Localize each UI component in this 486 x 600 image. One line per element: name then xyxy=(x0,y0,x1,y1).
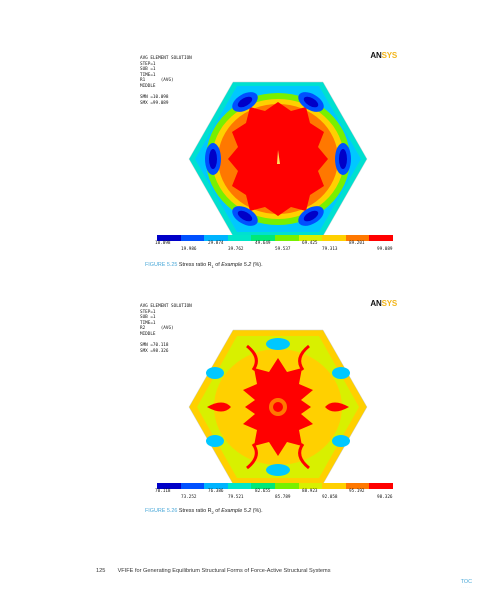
figure-caption: FIGURE 5.26 Stress ratio R2 of Example 5… xyxy=(145,508,263,516)
scale-label: 92.058 xyxy=(322,495,338,500)
scale-color-swatch xyxy=(180,483,205,489)
scale-label: 99.089 xyxy=(377,247,393,252)
scale-labels-bottom: 73.252 79.521 85.789 92.058 98.326 xyxy=(155,495,403,501)
scale-label: 88.923 xyxy=(302,489,318,494)
scale-color-swatch xyxy=(251,235,275,241)
scale-labels-top: 10.098 29.874 49.649 69.425 89.201 xyxy=(155,241,403,247)
scale-color-swatch xyxy=(298,235,323,241)
scale-label: 98.326 xyxy=(377,495,393,500)
scale-color-swatch xyxy=(322,235,346,241)
scale-color-swatch xyxy=(274,483,299,489)
plot-legend-text: AVG ELEMENT SOLUTION STEP=1 SUB =1 TIME=1 R1… xyxy=(140,56,192,106)
scale-color-swatch xyxy=(345,483,370,489)
scale-color-swatch xyxy=(251,483,275,489)
page-number: 125 xyxy=(96,568,106,574)
scale-label: 95.192 xyxy=(349,489,365,494)
scale-labels-bottom: 19.986 39.762 59.537 79.313 99.089 xyxy=(155,247,403,253)
running-title: VFIFE for Generating Equilibrium Structu… xyxy=(117,568,331,574)
scale-color-swatch xyxy=(204,235,228,241)
plot-legend-text: AVG ELEMENT SOLUTION STEP=1 SUB =1 TIME=1 R2… xyxy=(140,304,192,354)
ansys-logo: ANSYS xyxy=(370,51,397,60)
toc-link[interactable]: TOC ····· xyxy=(461,579,472,589)
figure-stress-r2: AVG ELEMENT SOLUTION STEP=1 SUB =1 TIME=1 R2… xyxy=(137,294,403,504)
contour-plot xyxy=(187,80,369,238)
scale-color-swatch xyxy=(369,483,393,489)
scale-color-swatch xyxy=(227,235,252,241)
color-scale-bar xyxy=(157,483,393,489)
scale-color-swatch xyxy=(204,483,228,489)
scale-color-swatch xyxy=(322,483,346,489)
scale-color-swatch xyxy=(345,235,370,241)
page-footer: 125 VFIFE for Generating Equilibrium Str… xyxy=(96,568,331,574)
scale-label: 79.521 xyxy=(228,495,244,500)
scale-label: 70.118 xyxy=(155,489,171,494)
scale-label: 85.789 xyxy=(275,495,291,500)
scale-color-swatch xyxy=(298,483,323,489)
contour-plot xyxy=(187,328,369,486)
scale-label: 82.655 xyxy=(255,489,271,494)
contour-svg xyxy=(188,81,368,237)
scale-color-swatch xyxy=(227,483,252,489)
toc-dots: ····· xyxy=(461,585,472,589)
scale-color-swatch xyxy=(369,235,393,241)
scale-color-swatch xyxy=(274,235,299,241)
scale-label: 69.425 xyxy=(302,241,318,246)
scale-color-swatch xyxy=(180,235,205,241)
scale-label: 19.986 xyxy=(181,247,197,252)
scale-label: 10.098 xyxy=(155,241,171,246)
toc-label[interactable]: TOC xyxy=(460,579,472,585)
scale-color-swatch xyxy=(157,235,181,241)
scale-label: 89.201 xyxy=(349,241,365,246)
ansys-logo: ANSYS xyxy=(370,299,397,308)
figure-caption: FIGURE 5.25 Stress ratio R1 of Example 5… xyxy=(145,262,263,270)
scale-label: 73.252 xyxy=(181,495,197,500)
scale-label: 29.874 xyxy=(208,241,224,246)
scale-label: 59.537 xyxy=(275,247,291,252)
scale-labels-top: 70.118 76.386 82.655 88.923 95.192 xyxy=(155,489,403,495)
contour-svg xyxy=(188,329,368,485)
color-scale-bar xyxy=(157,235,393,241)
scale-color-swatch xyxy=(157,483,181,489)
scale-label: 49.649 xyxy=(255,241,271,246)
scale-label: 39.762 xyxy=(228,247,244,252)
scale-label: 76.386 xyxy=(208,489,224,494)
figure-stress-r1: AVG ELEMENT SOLUTION STEP=1 SUB =1 TIME=1 R1… xyxy=(137,46,403,256)
scale-label: 79.313 xyxy=(322,247,338,252)
